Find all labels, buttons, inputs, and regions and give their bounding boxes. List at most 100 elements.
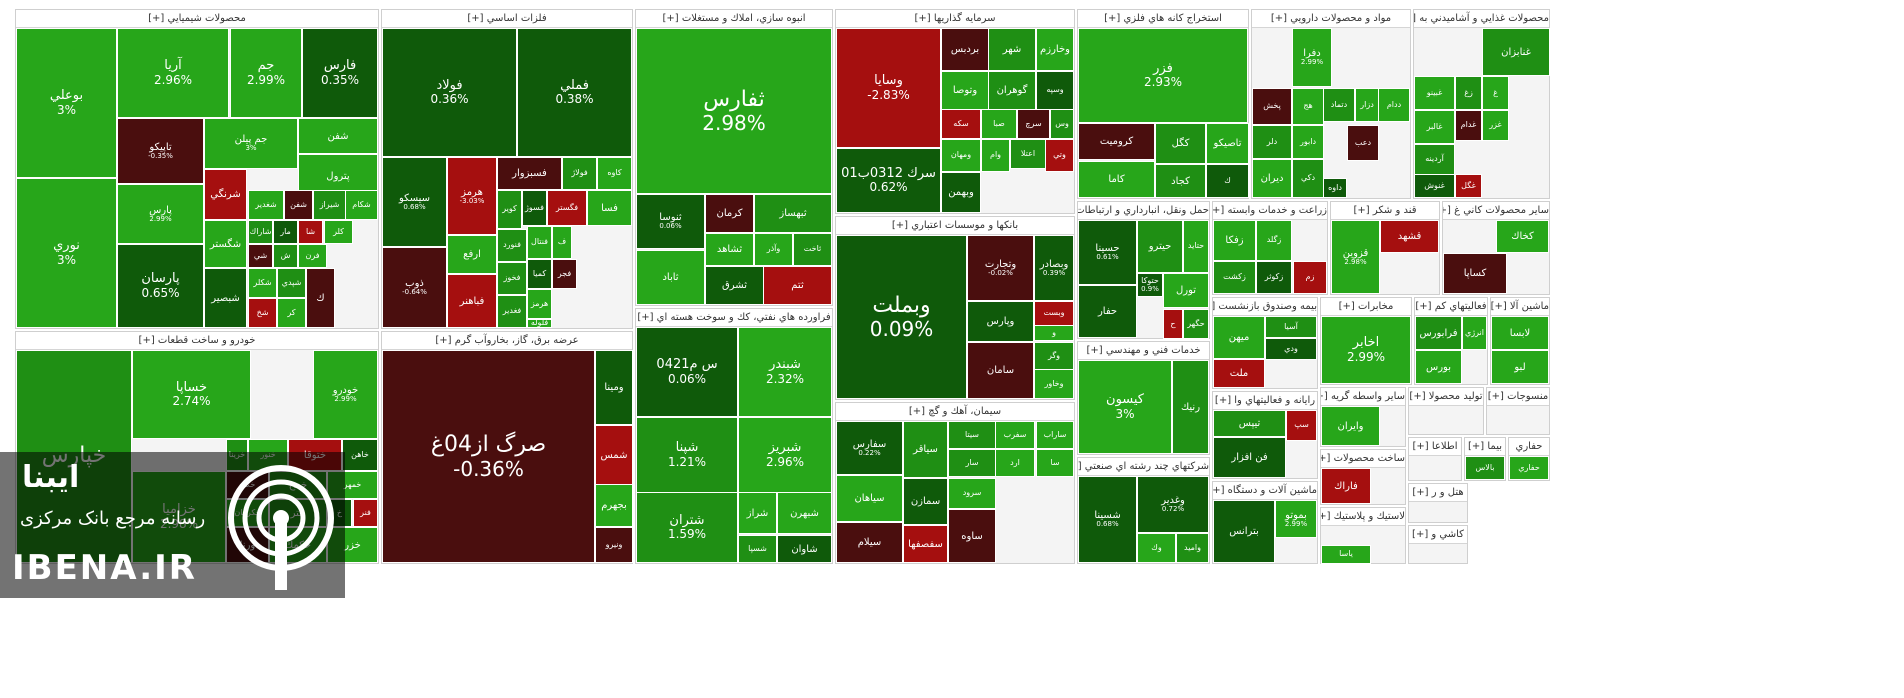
- stock-tile[interactable]: كگل: [1155, 123, 1206, 164]
- sector-title[interactable]: حمل ونقل، انبارداري و ارتباطات [+]: [1078, 202, 1209, 220]
- stock-tile[interactable]: خكمك: [269, 527, 327, 563]
- stock-tile[interactable]: ثبهساز: [754, 194, 832, 233]
- stock-tile[interactable]: غنوش: [1414, 174, 1455, 198]
- sector-title[interactable]: قند و شكر [+]: [1331, 202, 1439, 220]
- sector-18[interactable]: ماشين آلات و دستگاه [+] بترانس بموتو 2.99%: [1212, 481, 1318, 564]
- stock-tile[interactable]: حگهر: [1183, 309, 1209, 339]
- stock-tile[interactable]: وخارزم: [1036, 28, 1074, 71]
- stock-tile[interactable]: كرمان: [705, 194, 754, 233]
- stock-tile[interactable]: رنيك: [1172, 360, 1209, 454]
- sector-28[interactable]: لاستيك و پلاستيك [+] ياسا: [1320, 507, 1406, 564]
- sector-19[interactable]: قند و شكر [+] قشهد قزوين 2.98%: [1330, 201, 1440, 295]
- stock-tile[interactable]: دعب: [1347, 125, 1379, 161]
- stock-tile[interactable]: ش: [273, 244, 298, 268]
- stock-tile[interactable]: تيپس: [1213, 410, 1286, 437]
- stock-tile[interactable]: شبصير: [204, 268, 247, 328]
- stock-tile[interactable]: صرگ از04غ -0.36%: [382, 350, 595, 563]
- sector-title[interactable]: بيمه وصندوق بازنشست [+]: [1213, 298, 1317, 316]
- sector-22[interactable]: فعاليتهاي كم [+] فرابورس انرژي بورس: [1414, 297, 1488, 385]
- stock-tile[interactable]: فسا: [587, 190, 632, 226]
- stock-tile[interactable]: سا: [1036, 449, 1074, 477]
- stock-tile[interactable]: س م0421 0.06%: [636, 327, 738, 417]
- stock-tile[interactable]: فنر: [353, 499, 378, 527]
- stock-tile[interactable]: مار: [273, 220, 298, 244]
- stock-tile[interactable]: شكام: [345, 190, 378, 220]
- sector-title[interactable]: سيمان، آهك و گچ [+]: [836, 403, 1074, 421]
- sector-title[interactable]: محصولات شيميايي [+]: [16, 10, 378, 28]
- stock-tile[interactable]: حفاري: [1509, 456, 1549, 480]
- stock-tile[interactable]: حسينا 0.61%: [1078, 220, 1137, 285]
- sector-27[interactable]: ساخت محصولات [+] فاراك: [1320, 449, 1406, 505]
- stock-tile[interactable]: ثشاهد: [705, 233, 754, 266]
- sector-25[interactable]: توليد محصولا [+]: [1408, 387, 1484, 435]
- stock-tile[interactable]: شفن: [284, 190, 313, 220]
- stock-tile[interactable]: غزر: [1482, 110, 1509, 141]
- stock-tile[interactable]: ختر: [269, 499, 327, 527]
- sector-30[interactable]: بيما [+] بالاس: [1464, 437, 1506, 481]
- stock-tile[interactable]: فملي 0.38%: [517, 28, 632, 157]
- stock-tile[interactable]: لابسا: [1491, 316, 1549, 350]
- stock-tile[interactable]: وسپه: [1036, 71, 1074, 110]
- stock-tile[interactable]: سياهان: [836, 475, 903, 522]
- stock-tile[interactable]: قزوين 2.98%: [1331, 220, 1380, 294]
- stock-tile[interactable]: سرچ: [1017, 109, 1050, 139]
- stock-tile[interactable]: وبهمن: [941, 172, 981, 213]
- sector-title[interactable]: اطلاعا [+]: [1409, 438, 1461, 456]
- stock-tile[interactable]: شهر: [988, 28, 1036, 71]
- stock-tile[interactable]: سفصفها: [903, 525, 948, 563]
- stock-tile[interactable]: شاراك: [248, 220, 273, 244]
- stock-tile[interactable]: ساوه: [948, 509, 996, 563]
- stock-tile[interactable]: سمازن: [903, 478, 948, 525]
- stock-tile[interactable]: شكلر: [248, 268, 277, 298]
- sector-title[interactable]: لاستيك و پلاستيك [+]: [1321, 508, 1405, 526]
- stock-tile[interactable]: وتي: [1045, 139, 1074, 172]
- sector-title[interactable]: خودرو و ساخت قطعات [+]: [16, 332, 378, 350]
- sector-title[interactable]: سرمايه گذاريها [+]: [836, 10, 1074, 28]
- stock-tile[interactable]: شگستر: [204, 220, 247, 268]
- sector-29[interactable]: اطلاعا [+]: [1408, 437, 1462, 481]
- sector-8[interactable]: خودرو و ساخت قطعات [+] خساپا 2.74% خودرو 2.9…: [15, 331, 379, 564]
- stock-tile[interactable]: انرژي: [1462, 316, 1487, 350]
- stock-tile[interactable]: خكار: [226, 471, 269, 499]
- stock-tile[interactable]: تاپيكو -0.35%: [117, 118, 204, 184]
- sector-6[interactable]: محصولات غذايي و آشاميدني به [+] غنابزان غب…: [1413, 9, 1550, 199]
- stock-tile[interactable]: داوه: [1323, 178, 1347, 198]
- stock-tile[interactable]: شرنگي: [204, 169, 247, 220]
- stock-tile[interactable]: هرمز: [527, 289, 552, 319]
- stock-tile[interactable]: ثفارس 2.98%: [636, 28, 832, 194]
- stock-tile[interactable]: خزر: [327, 527, 378, 563]
- sector-title[interactable]: انبوه سازي، املاك و مستغلات [+]: [636, 10, 832, 28]
- stock-tile[interactable]: فولاژ: [562, 157, 597, 190]
- stock-tile[interactable]: شيراز: [313, 190, 346, 220]
- sector-title[interactable]: ماشين آلا [+]: [1491, 298, 1549, 316]
- stock-tile[interactable]: شي: [248, 244, 273, 268]
- sector-title[interactable]: بانكها و موسسات اعتباري [+]: [836, 217, 1074, 235]
- stock-tile[interactable]: فنتال: [527, 226, 552, 259]
- stock-tile[interactable]: وغدير 0.72%: [1137, 476, 1209, 533]
- stock-tile[interactable]: اعتلا: [1010, 139, 1046, 169]
- sector-1[interactable]: فلزات اساسي [+] فولاد 0.36% فملي 0.38% سيسكو 0…: [381, 9, 633, 329]
- sector-11[interactable]: سيمان، آهك و گچ [+] سفارس 0.22% سياهان سيلام…: [835, 402, 1075, 564]
- stock-tile[interactable]: خزاميا 2.98%: [132, 471, 226, 563]
- sector-20[interactable]: ساير محصولات كاني غ [+] كخاك كساپا: [1442, 201, 1550, 295]
- stock-tile[interactable]: ح: [1163, 309, 1183, 339]
- stock-tile[interactable]: غدام: [1455, 110, 1482, 141]
- stock-tile[interactable]: هرمز -3.03%: [447, 157, 497, 235]
- stock-tile[interactable]: غبينو: [1414, 76, 1455, 110]
- stock-tile[interactable]: ملت: [1213, 359, 1265, 388]
- stock-tile[interactable]: سامان: [967, 342, 1034, 399]
- sector-10[interactable]: فراورده هاي نفتي، كك و سوخت هسته اي [+] س…: [635, 308, 833, 564]
- stock-tile[interactable]: ديران: [1252, 159, 1292, 198]
- stock-tile[interactable]: سيلام: [836, 522, 903, 563]
- sector-15[interactable]: زراعت و خدمات وابسته [+] زفكا زگلد زكشت زكوث…: [1212, 201, 1328, 295]
- stock-tile[interactable]: آريا 2.96%: [117, 28, 229, 118]
- sector-title[interactable]: فعاليتهاي كم [+]: [1415, 298, 1487, 316]
- stock-tile[interactable]: آسيا: [1265, 316, 1317, 338]
- sector-13[interactable]: خدمات فني و مهندسي [+] كيسون 3% رنيك: [1077, 341, 1210, 455]
- sector-21[interactable]: مخابرات [+] اخابر 2.99%: [1320, 297, 1412, 385]
- stock-tile[interactable]: خنور: [248, 439, 288, 471]
- stock-tile[interactable]: سار: [948, 449, 996, 477]
- stock-tile[interactable]: صبا: [981, 109, 1017, 139]
- stock-tile[interactable]: خمهر: [327, 471, 378, 499]
- stock-tile[interactable]: سفارس 0.22%: [836, 421, 903, 475]
